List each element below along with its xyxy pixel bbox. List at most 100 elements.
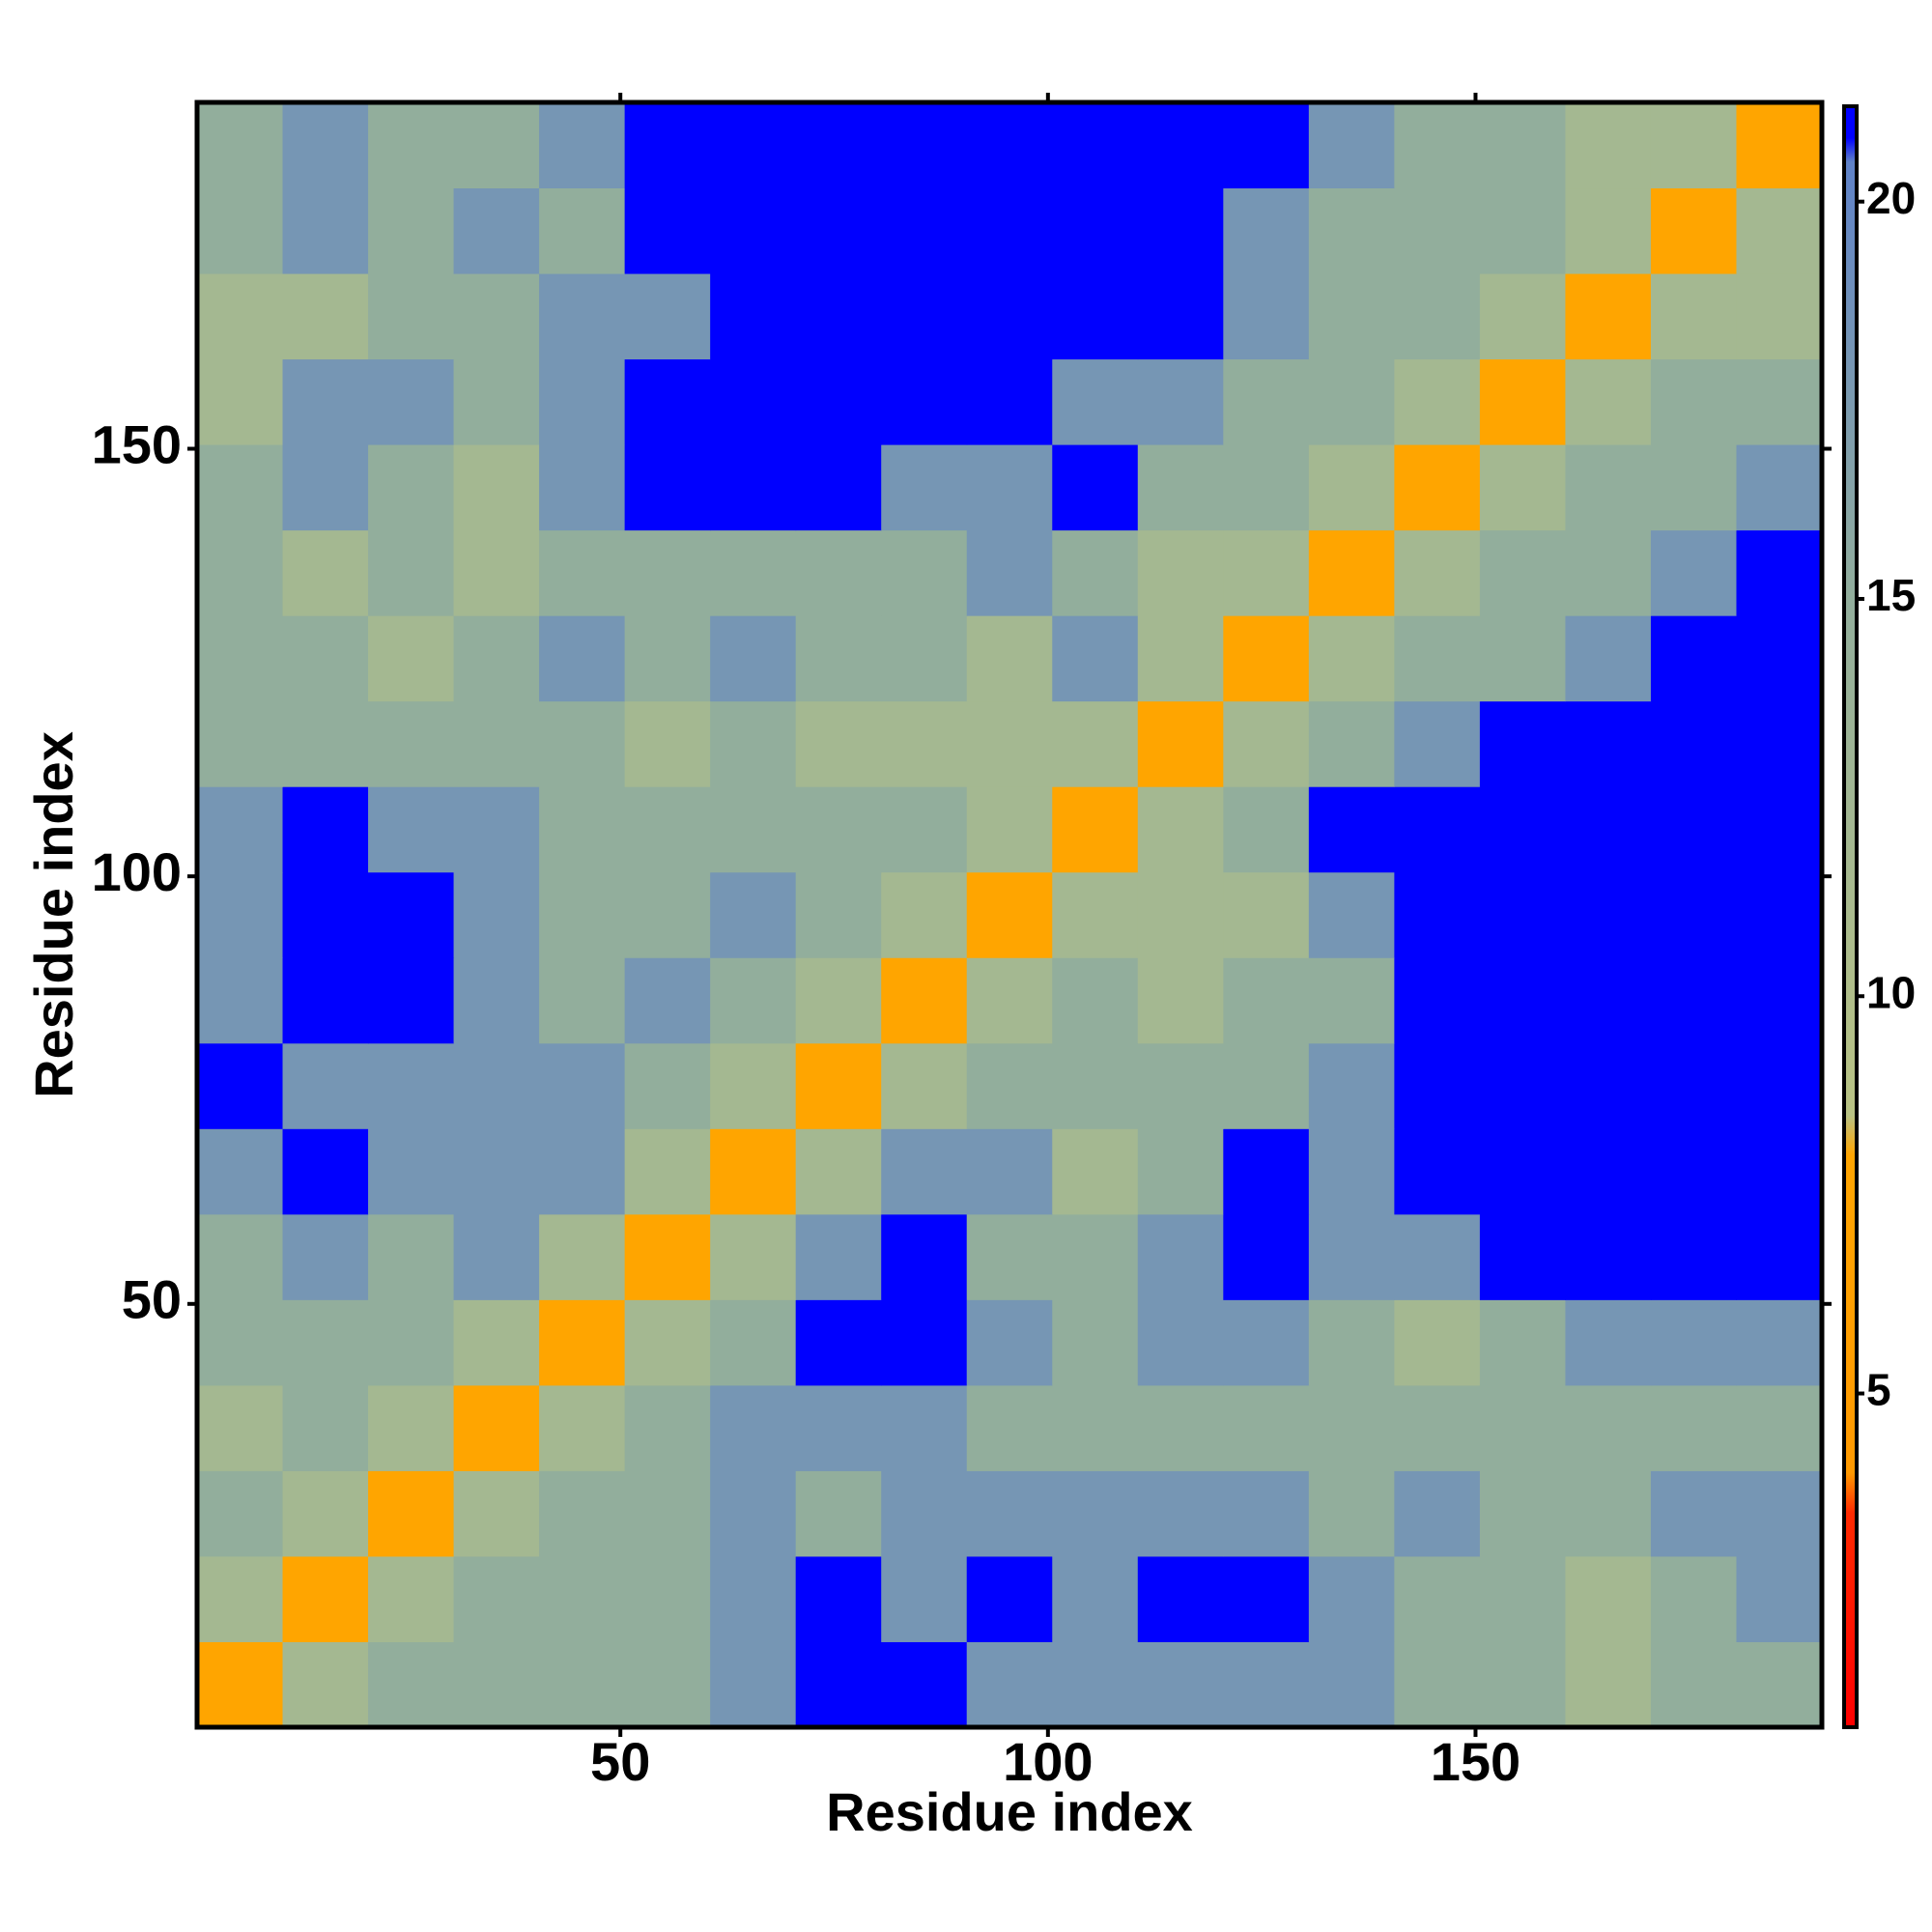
heatmap-cell xyxy=(1308,1128,1395,1215)
heatmap-cell xyxy=(368,102,455,189)
heatmap-cell xyxy=(197,615,284,702)
heatmap-cell xyxy=(282,786,369,873)
heatmap-cell xyxy=(1223,1128,1310,1215)
heatmap-cell xyxy=(1052,1213,1139,1300)
heatmap-cell xyxy=(966,444,1053,531)
heatmap-cell xyxy=(1650,358,1737,445)
heatmap-cell xyxy=(710,786,797,873)
heatmap-cell xyxy=(710,529,797,616)
heatmap-cell xyxy=(624,1641,711,1728)
heatmap-cell xyxy=(1052,102,1139,189)
heatmap-cell xyxy=(1394,529,1481,616)
heatmap-cell xyxy=(1137,529,1224,616)
heatmap-cell xyxy=(1565,1384,1652,1471)
heatmap-cell xyxy=(795,871,882,958)
heatmap-cell xyxy=(282,700,369,787)
heatmap-cell xyxy=(966,700,1053,787)
heatmap-cell xyxy=(624,102,711,189)
heatmap-cell xyxy=(1137,1384,1224,1471)
heatmap-cell xyxy=(1736,187,1823,274)
heatmap-cell xyxy=(1137,1299,1224,1386)
x-tick-label: 50 xyxy=(590,1731,650,1792)
heatmap-cell xyxy=(1650,957,1737,1044)
heatmap-cell xyxy=(1394,700,1481,787)
heatmap-cell xyxy=(1308,615,1395,702)
heatmap-cell xyxy=(710,187,797,274)
heatmap-cell xyxy=(1736,444,1823,531)
heatmap-cell xyxy=(1137,187,1224,274)
heatmap-cell xyxy=(710,1213,797,1300)
heatmap-cell xyxy=(710,444,797,531)
heatmap-cell xyxy=(1736,1299,1823,1386)
heatmap-cell xyxy=(795,1213,882,1300)
heatmap-cell xyxy=(1736,1555,1823,1642)
heatmap-cell xyxy=(1565,871,1652,958)
heatmap-cell xyxy=(1736,1641,1823,1728)
heatmap-cell xyxy=(453,187,540,274)
heatmap-cell xyxy=(1308,529,1395,616)
heatmap-cell xyxy=(1650,1470,1737,1557)
heatmap-cell xyxy=(1137,102,1224,189)
heatmap-cell xyxy=(1394,444,1481,531)
heatmap-cell xyxy=(881,1213,968,1300)
heatmap-cell xyxy=(453,1384,540,1471)
heatmap-cell xyxy=(795,444,882,531)
heatmap-cell xyxy=(1223,1470,1310,1557)
heatmap-cell xyxy=(1650,529,1737,616)
heatmap-cell xyxy=(881,358,968,445)
heatmap-cell xyxy=(1394,358,1481,445)
heatmap-cell xyxy=(1650,1042,1737,1129)
heatmap-cell xyxy=(282,187,369,274)
heatmap-cell xyxy=(368,273,455,360)
heatmap-cell xyxy=(1650,102,1737,189)
heatmap-cell xyxy=(1137,1042,1224,1129)
heatmap-cell xyxy=(197,187,284,274)
heatmap-cell xyxy=(282,1299,369,1386)
heatmap-cell xyxy=(368,700,455,787)
heatmap-cell xyxy=(1052,1470,1139,1557)
heatmap-cell xyxy=(453,786,540,873)
heatmap-cell xyxy=(795,700,882,787)
heatmap-cell xyxy=(1223,444,1310,531)
heatmap-cell xyxy=(966,102,1053,189)
heatmap-cell xyxy=(881,615,968,702)
heatmap-cell xyxy=(1479,187,1566,274)
heatmap-cell xyxy=(881,187,968,274)
heatmap-cell xyxy=(282,358,369,445)
heatmap-cell xyxy=(1650,273,1737,360)
heatmap-cell xyxy=(539,786,626,873)
heatmap-cell xyxy=(539,1042,626,1129)
heatmap-cell xyxy=(881,1470,968,1557)
heatmap-cell xyxy=(1052,1641,1139,1728)
heatmap-cell xyxy=(539,700,626,787)
heatmap-cell xyxy=(1052,187,1139,274)
heatmap-cell xyxy=(1394,102,1481,189)
heatmap-cell xyxy=(1308,1641,1395,1728)
heatmap-cell xyxy=(966,1555,1053,1642)
heatmap-cell xyxy=(368,871,455,958)
heatmap-cell xyxy=(710,1470,797,1557)
heatmap-cell xyxy=(1308,444,1395,531)
heatmap-cell xyxy=(197,529,284,616)
heatmap-cell xyxy=(624,957,711,1044)
heatmap-cell xyxy=(1736,1384,1823,1471)
heatmap-cell xyxy=(1565,273,1652,360)
heatmap-cell xyxy=(1052,1299,1139,1386)
heatmap-cell xyxy=(1052,273,1139,360)
heatmap-cell xyxy=(966,1128,1053,1215)
heatmap-cell xyxy=(1479,1641,1566,1728)
heatmap-cell xyxy=(197,1213,284,1300)
heatmap-cell xyxy=(1565,1470,1652,1557)
colorbar-tick-label: 5 xyxy=(1866,1365,1891,1415)
heatmap-cell xyxy=(1137,615,1224,702)
heatmap-cell xyxy=(1137,700,1224,787)
heatmap-cell xyxy=(966,529,1053,616)
heatmap-cell xyxy=(368,358,455,445)
heatmap-cell xyxy=(1479,1042,1566,1129)
heatmap-cell xyxy=(1137,1470,1224,1557)
heatmap-cell xyxy=(795,529,882,616)
heatmap-cell xyxy=(1394,957,1481,1044)
heatmap-cell xyxy=(197,786,284,873)
heatmap-cell xyxy=(197,273,284,360)
heatmap-cell xyxy=(624,529,711,616)
